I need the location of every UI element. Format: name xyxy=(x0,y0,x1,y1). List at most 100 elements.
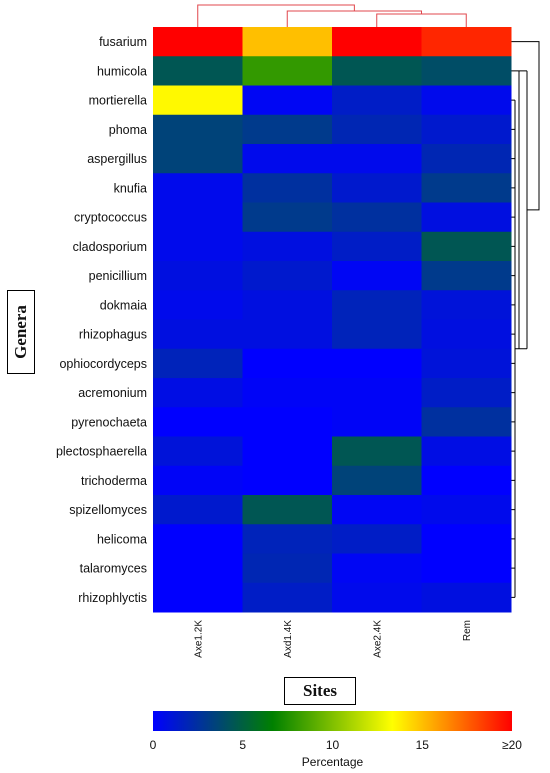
heatmap-cell xyxy=(332,56,422,86)
colorbar: 0 5 10 15 ≥20 Percentage xyxy=(150,711,522,769)
y-axis-label-box: Genera xyxy=(7,290,35,374)
heatmap-cell xyxy=(421,85,512,116)
row-label: acremonium xyxy=(78,386,147,400)
heatmap-cell xyxy=(242,114,333,145)
colorbar-tick-label: 15 xyxy=(416,738,430,752)
row-label: rhizophagus xyxy=(79,328,147,342)
heatmap-cell xyxy=(421,582,512,613)
heatmap-cell xyxy=(242,290,333,320)
heatmap-cell xyxy=(421,144,512,174)
row-label: humicola xyxy=(97,64,147,78)
heatmap-cell xyxy=(242,582,333,613)
heatmap-cell xyxy=(153,524,243,554)
heatmap-cell xyxy=(421,348,512,379)
heatmap-cell xyxy=(242,319,333,350)
heatmap-cells xyxy=(153,27,512,613)
heatmap-cell xyxy=(421,524,512,554)
dendrogram-branch xyxy=(286,10,422,27)
heatmap-cell xyxy=(421,436,512,467)
heatmap-cell xyxy=(153,85,243,116)
heatmap-cell xyxy=(332,495,422,525)
row-label: ophiocordyceps xyxy=(59,357,147,371)
heatmap-cell xyxy=(332,202,422,233)
heatmap-cell xyxy=(421,56,512,86)
heatmap-cell xyxy=(332,553,422,584)
colorbar-gradient xyxy=(153,711,512,731)
heatmap-cell xyxy=(421,114,512,145)
heatmap-cell xyxy=(153,553,243,584)
colorbar-tick-label: ≥20 xyxy=(502,738,522,752)
heatmap-cell xyxy=(153,144,243,174)
heatmap-cell xyxy=(153,261,243,291)
colorbar-tick-label: 0 xyxy=(150,738,157,752)
heatmap-cell xyxy=(242,85,333,116)
column-label: Rem xyxy=(462,620,473,641)
dendrogram-branch xyxy=(511,41,540,211)
row-label: cryptococcus xyxy=(74,211,147,225)
heatmap-cell xyxy=(153,582,243,613)
heatmap-cell xyxy=(242,436,333,467)
heatmap-cell xyxy=(153,378,243,408)
row-label: plectosphaerella xyxy=(56,445,147,459)
row-label: trichoderma xyxy=(81,474,147,488)
heatmap-cell xyxy=(242,202,333,233)
heatmap-cell xyxy=(421,202,512,233)
row-label: talaromyces xyxy=(80,562,147,576)
heatmap-cell xyxy=(242,348,333,379)
heatmap-cell xyxy=(242,553,333,584)
column-label: Axd1.4K xyxy=(283,620,294,658)
row-label: fusarium xyxy=(99,35,147,49)
heatmap-cell xyxy=(153,202,243,233)
heatmap-cell xyxy=(242,144,333,174)
dendrogram-branch xyxy=(376,13,467,27)
heatmap-cell xyxy=(421,319,512,350)
heatmap-cell xyxy=(332,465,422,496)
heatmap-cell xyxy=(153,27,243,57)
row-label: pyrenochaeta xyxy=(71,415,147,429)
heatmap-cell xyxy=(332,378,422,408)
row-label: dokmaia xyxy=(100,298,147,312)
heatmap-cell xyxy=(332,348,422,379)
row-label: mortierella xyxy=(89,94,147,108)
row-label: rhizophlyctis xyxy=(78,591,147,605)
heatmap-cell xyxy=(242,465,333,496)
heatmap-cell xyxy=(332,524,422,554)
heatmap-cell xyxy=(421,553,512,584)
column-label: Axe2.4K xyxy=(372,620,383,658)
y-axis-label: Genera xyxy=(11,305,31,359)
heatmap-cell xyxy=(153,114,243,145)
heatmap-cell xyxy=(242,56,333,86)
colorbar-tick-label: 5 xyxy=(239,738,246,752)
heatmap-cell xyxy=(242,378,333,408)
row-label: penicillium xyxy=(89,269,147,283)
heatmap-cell xyxy=(332,114,422,145)
heatmap-cell xyxy=(153,465,243,496)
row-dendrogram xyxy=(511,41,540,598)
heatmap-cell xyxy=(332,85,422,116)
heatmap-cell xyxy=(421,27,512,57)
x-axis-label: Sites xyxy=(303,681,337,700)
heatmap-cell xyxy=(242,27,333,57)
row-label: aspergillus xyxy=(87,152,147,166)
heatmap-cell xyxy=(421,261,512,291)
heatmap-cell xyxy=(421,407,512,437)
heatmap-cell xyxy=(421,173,512,203)
heatmap-cell xyxy=(153,231,243,262)
heatmap-cell xyxy=(153,348,243,379)
heatmap-cell xyxy=(242,524,333,554)
heatmap-cell xyxy=(153,495,243,525)
heatmap-cell xyxy=(332,261,422,291)
heatmap-cell xyxy=(153,436,243,467)
dendrogram-branch xyxy=(197,4,355,27)
heatmap-cell xyxy=(421,495,512,525)
colorbar-tick-label: 10 xyxy=(326,738,340,752)
heatmap-cell xyxy=(421,378,512,408)
colorbar-title: Percentage xyxy=(302,755,364,769)
x-axis-label-box: Sites xyxy=(284,677,356,705)
heatmap-cell xyxy=(332,290,422,320)
heatmap-cell xyxy=(242,173,333,203)
heatmap-cell xyxy=(421,465,512,496)
heatmap-cell xyxy=(332,407,422,437)
heatmap-cell xyxy=(332,231,422,262)
